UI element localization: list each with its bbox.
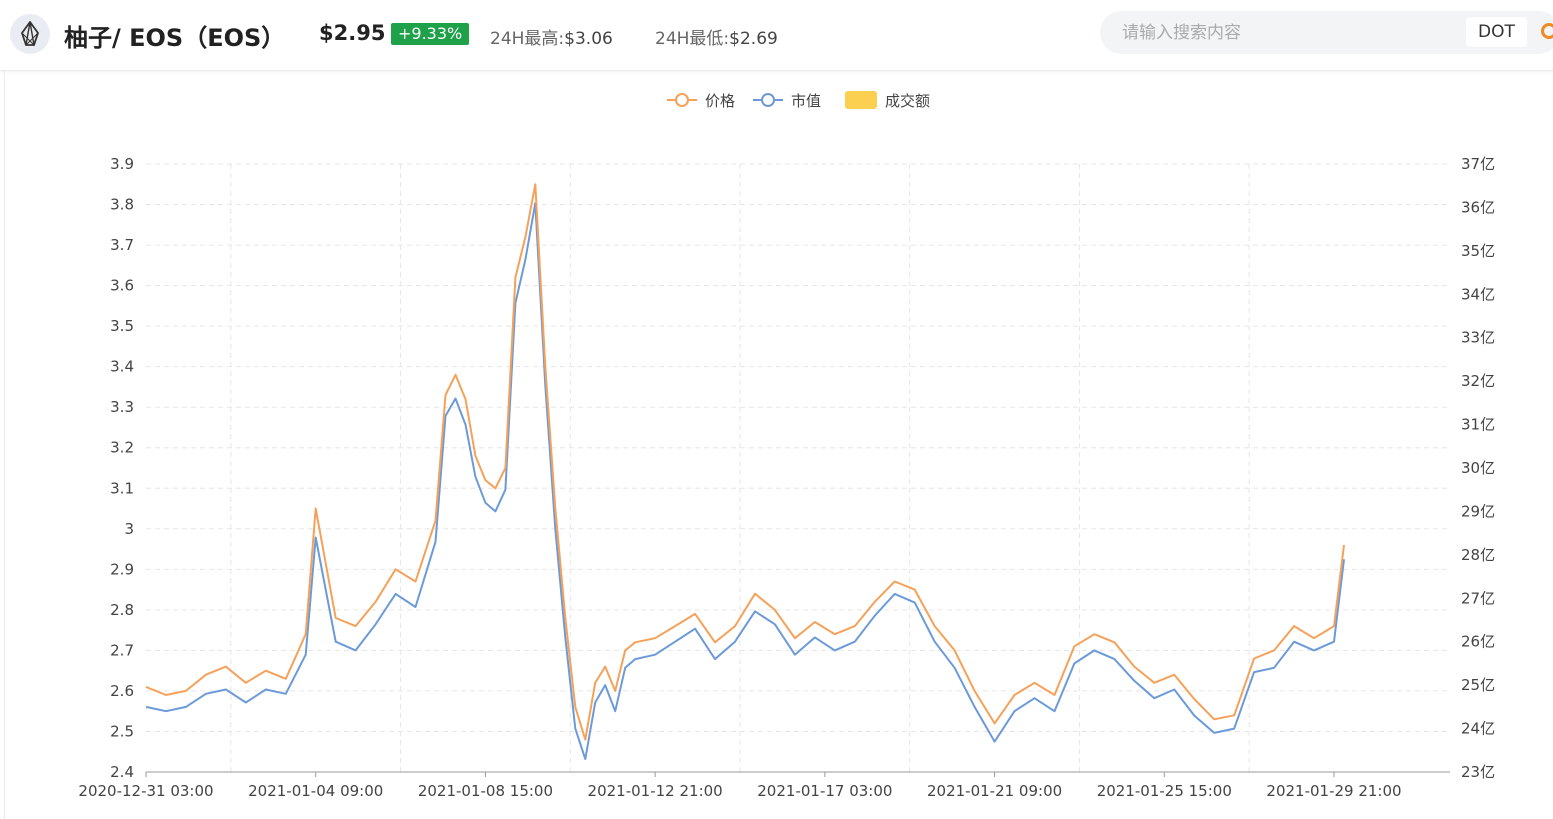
y-right-tick-label: 26亿 xyxy=(1461,633,1495,651)
price-chart: 2.4 2.5 2.6 2.7 2.8 2.9 3 3.1 3.2 3.3 3.4 3.5 3.6 3.7… xyxy=(78,91,1495,800)
low-24h-value: $2.69 xyxy=(729,29,778,49)
y-right-tick-label: 33亿 xyxy=(1461,329,1495,347)
low-24h: 24H最低:$2.69 xyxy=(655,24,778,49)
x-tick-label: 2021-01-21 09:00 xyxy=(927,782,1062,800)
y-left-tick-label: 3.8 xyxy=(110,196,134,214)
y-left-tick-label: 3.1 xyxy=(110,479,134,497)
y-left-tick-label: 3.5 xyxy=(110,317,134,335)
y-left-tick-label: 2.4 xyxy=(110,763,134,781)
y-left-tick-label: 3.3 xyxy=(110,398,134,416)
y-left-tick-label: 2.9 xyxy=(110,560,134,578)
x-tick-label: 2021-01-29 21:00 xyxy=(1266,782,1401,800)
y-left-tick-label: 2.6 xyxy=(110,682,134,700)
price-change-badge: +9.33% xyxy=(391,23,470,45)
y-left-tick-label: 3.2 xyxy=(110,439,134,457)
y-right-tick-label: 30亿 xyxy=(1461,459,1495,477)
y-left-tick-label: 3.6 xyxy=(110,277,134,295)
y-right-tick-label: 24亿 xyxy=(1461,720,1495,738)
legend-marker-rect xyxy=(845,91,877,109)
legend-marker-circle xyxy=(675,93,689,107)
legend-label: 价格 xyxy=(705,92,735,110)
y-left-tick-label: 3 xyxy=(124,520,134,538)
x-tick-label: 2020-12-31 03:00 xyxy=(78,782,213,800)
left-divider xyxy=(4,71,5,819)
search-input[interactable] xyxy=(1120,19,1444,47)
x-tick-label: 2021-01-12 21:00 xyxy=(588,782,723,800)
legend-label: 市值 xyxy=(791,92,821,110)
legend-label: 成交额 xyxy=(885,92,930,110)
y-right-tick-label: 23亿 xyxy=(1461,763,1495,781)
high-24h-value: $3.06 xyxy=(564,29,613,49)
eos-logo-icon xyxy=(10,14,50,54)
y-right-tick-label: 28亿 xyxy=(1461,546,1495,564)
x-tick-label: 2021-01-25 15:00 xyxy=(1097,782,1232,800)
high-24h: 24H最高:$3.06 xyxy=(490,24,613,49)
y-left-tick-label: 2.8 xyxy=(110,601,134,619)
y-right-tick-label: 36亿 xyxy=(1461,198,1495,216)
x-tick-label: 2021-01-17 03:00 xyxy=(757,782,892,800)
search-icon[interactable] xyxy=(1540,22,1553,42)
coin-header: 柚子/ EOS（EOS） $2.95 +9.33% 24H最高:$3.06 24… xyxy=(0,0,1553,71)
x-tick-label: 2021-01-08 15:00 xyxy=(418,782,553,800)
y-right-tick-label: 34亿 xyxy=(1461,285,1495,303)
y-left-tick-label: 3.9 xyxy=(110,155,134,173)
y-right-tick-label: 29亿 xyxy=(1461,502,1495,520)
coin-title: 柚子/ EOS（EOS） xyxy=(64,24,286,52)
low-24h-label: 24H最低: xyxy=(655,29,730,49)
y-right-tick-label: 37亿 xyxy=(1461,155,1495,173)
series-line xyxy=(145,183,1345,741)
y-right-tick-label: 35亿 xyxy=(1461,242,1495,260)
high-24h-label: 24H最高: xyxy=(490,29,565,49)
y-left-tick-label: 2.5 xyxy=(110,722,134,740)
y-right-tick-label: 31亿 xyxy=(1461,416,1495,434)
series-line xyxy=(145,202,1345,760)
search-tag-dot[interactable]: DOT xyxy=(1466,17,1527,47)
y-right-tick-label: 27亿 xyxy=(1461,589,1495,607)
x-tick-label: 2021-01-04 09:00 xyxy=(248,782,383,800)
y-left-tick-label: 3.4 xyxy=(110,358,134,376)
current-price: $2.95 xyxy=(319,21,386,45)
y-right-tick-label: 32亿 xyxy=(1461,372,1495,390)
y-left-tick-label: 2.7 xyxy=(110,641,134,659)
y-right-tick-label: 25亿 xyxy=(1461,676,1495,694)
y-left-tick-label: 3.7 xyxy=(110,236,134,254)
legend-marker-circle xyxy=(761,93,775,107)
